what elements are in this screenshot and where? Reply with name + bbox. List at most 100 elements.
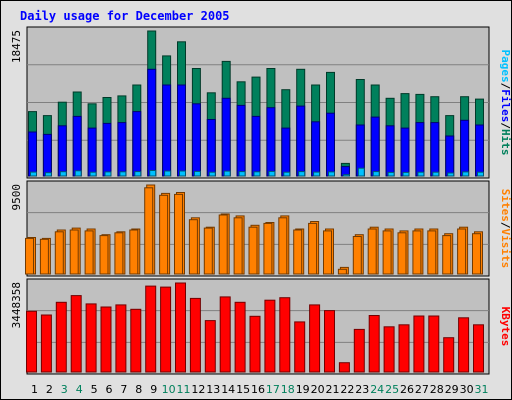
bar-sites-day-10 (159, 194, 169, 275)
bar-kbytes-day-7 (115, 304, 127, 373)
bar-files-day-7 (117, 122, 127, 177)
bar-pages-day-1 (30, 171, 37, 177)
x-tick-day-25: 25 (385, 383, 399, 396)
bar-kbytes-day-23 (353, 328, 365, 373)
x-tick-day-28: 28 (430, 383, 444, 396)
series-axis-label: KBytes (499, 307, 512, 347)
bar-sites-day-17 (263, 222, 273, 275)
bar-files-day-15 (236, 104, 246, 177)
bar-kbytes-day-30 (458, 317, 470, 373)
x-tick-day-5: 5 (91, 383, 98, 396)
bar-files-day-28 (430, 122, 440, 177)
label-files: Files (499, 89, 512, 122)
bar-sites-day-7 (114, 232, 124, 275)
bar-kbytes-day-13 (204, 320, 216, 373)
x-tick-day-12: 12 (191, 383, 205, 396)
bar-pages-day-24 (372, 171, 380, 177)
bar-pages-day-12 (193, 170, 201, 177)
bar-files-day-13 (206, 119, 216, 177)
bar-sites-day-8 (129, 229, 139, 275)
bar-files-day-31 (475, 124, 484, 177)
bar-files-day-17 (266, 107, 276, 177)
bar-sites-day-19 (293, 229, 303, 275)
bar-sites-day-9 (144, 187, 154, 275)
bar-files-day-2 (42, 133, 52, 177)
chart-title: Daily usage for December 2005 (20, 9, 230, 23)
bar-kbytes-day-12 (189, 297, 201, 373)
bar-kbytes-day-28 (428, 315, 440, 373)
bar-files-day-9 (147, 68, 157, 177)
bar-kbytes-day-31 (473, 324, 484, 373)
bar-sites-day-23 (352, 236, 362, 275)
y-max-label: 9500 (10, 184, 23, 211)
bar-kbytes-day-24 (368, 315, 380, 373)
bar-files-day-14 (221, 97, 231, 177)
bar-sites-day-1 (25, 237, 34, 275)
x-tick-day-26: 26 (400, 383, 414, 396)
bar-sites-day-13 (203, 227, 213, 275)
bar-pages-day-31 (477, 171, 484, 177)
bar-pages-day-4 (74, 170, 82, 177)
bar-pages-day-26 (402, 171, 410, 177)
x-tick-day-16: 16 (251, 383, 265, 396)
bar-kbytes-day-8 (130, 308, 142, 373)
bar-files-day-10 (162, 84, 172, 177)
x-tick-day-10: 10 (162, 383, 176, 396)
label-separator: / (499, 83, 512, 90)
bar-pages-day-27 (417, 171, 425, 177)
x-tick-day-29: 29 (445, 383, 459, 396)
bar-pages-day-14 (223, 170, 231, 177)
panel-visits-sites: 9500 Sites/Visits (10, 180, 512, 277)
bar-pages-day-21 (328, 171, 335, 177)
bar-sites-day-5 (84, 230, 94, 275)
bar-pages-day-10 (164, 170, 172, 177)
label-hits: Hits (499, 129, 512, 156)
y-max-label: 18475 (10, 30, 23, 63)
x-tick-day-15: 15 (236, 383, 250, 396)
bar-pages-day-25 (387, 171, 395, 177)
x-tick-day-2: 2 (46, 383, 53, 396)
x-tick-day-8: 8 (135, 383, 142, 396)
label-kbytes: KBytes (499, 307, 512, 347)
bar-sites-day-20 (308, 222, 318, 275)
bar-sites-day-25 (382, 230, 392, 275)
bar-kbytes-day-20 (309, 304, 321, 373)
bar-pages-day-5 (89, 171, 97, 177)
bar-kbytes-day-25 (383, 326, 395, 373)
bar-kbytes-day-27 (413, 315, 425, 373)
bar-kbytes-day-9 (145, 285, 157, 373)
bar-kbytes-day-26 (398, 324, 410, 373)
bar-kbytes-day-18 (279, 297, 291, 373)
bar-sites-day-2 (39, 238, 49, 275)
label-separator: / (499, 122, 512, 129)
bar-pages-day-18 (283, 171, 291, 177)
bar-sites-day-6 (99, 235, 109, 275)
bar-kbytes-day-11 (175, 282, 186, 373)
x-tick-day-21: 21 (326, 383, 340, 396)
label-pages: Pages (499, 50, 512, 83)
bar-pages-day-19 (298, 171, 306, 177)
x-tick-day-4: 4 (76, 383, 83, 396)
x-tick-day-30: 30 (460, 383, 474, 396)
series-sites (25, 187, 481, 275)
bar-pages-day-11 (179, 170, 186, 177)
x-tick-day-13: 13 (206, 383, 220, 396)
bar-sites-day-21 (323, 230, 332, 275)
x-tick-day-31: 31 (475, 383, 489, 396)
bar-sites-day-11 (174, 193, 183, 275)
bar-pages-day-23 (357, 167, 365, 177)
x-tick-day-1: 1 (31, 383, 38, 396)
bar-sites-day-12 (188, 219, 198, 275)
bar-sites-day-29 (442, 235, 452, 275)
bar-kbytes-day-6 (100, 306, 112, 373)
bar-kbytes-day-22 (338, 362, 350, 373)
series-axis-label: Pages/Files/Hits (499, 50, 512, 156)
x-tick-day-19: 19 (296, 383, 310, 396)
bar-sites-day-15 (233, 217, 243, 275)
y-max-label: 3448358 (10, 282, 23, 328)
bar-pages-day-16 (253, 171, 261, 177)
bar-pages-day-28 (432, 171, 440, 177)
